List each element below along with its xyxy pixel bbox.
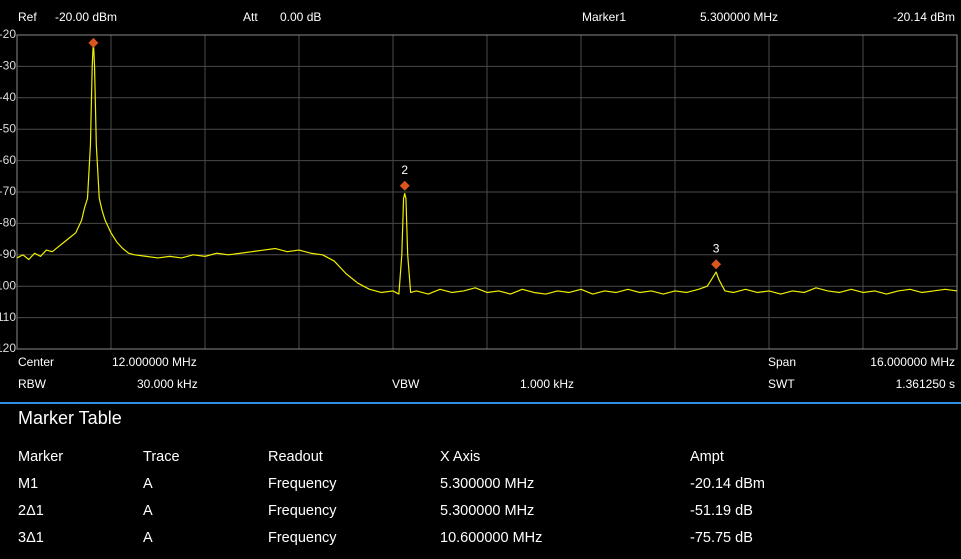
y-tick-label: -110 — [0, 310, 16, 324]
vbw-value: 1.000 kHz — [520, 377, 574, 391]
table-cell: -51.19 dB — [690, 503, 753, 519]
swt-value: 1.361250 s — [896, 377, 955, 391]
y-tick-label: -50 — [0, 121, 16, 135]
y-tick-label: -60 — [0, 153, 16, 167]
column-header: Readout — [268, 449, 323, 465]
ref-value: -20.00 dBm — [55, 10, 117, 24]
center-label: Center — [18, 355, 54, 369]
y-tick-label: -30 — [0, 59, 16, 73]
column-header: Ampt — [690, 449, 724, 465]
marker-freq: 5.300000 MHz — [700, 10, 778, 24]
y-tick-label: -70 — [0, 184, 16, 198]
y-tick-label: -120 — [0, 341, 16, 355]
att-label: Att — [243, 10, 258, 24]
y-tick-label: -40 — [0, 90, 16, 104]
marker — [399, 180, 410, 191]
marker-ampt: -20.14 dBm — [893, 10, 955, 24]
span-label: Span — [768, 355, 796, 369]
table-cell: Frequency — [268, 476, 337, 492]
span-value: 16.000000 MHz — [870, 355, 955, 369]
table-cell: A — [143, 503, 153, 519]
rbw-label: RBW — [18, 377, 47, 391]
table-cell: Frequency — [268, 503, 337, 519]
ref-label: Ref — [18, 10, 37, 24]
att-value: 0.00 dB — [280, 10, 321, 24]
table-cell: -75.75 dB — [690, 530, 753, 546]
table-cell: 10.600000 MHz — [440, 530, 542, 546]
swt-label: SWT — [768, 377, 795, 391]
table-cell: -20.14 dBm — [690, 476, 765, 492]
y-tick-label: -90 — [0, 247, 16, 261]
y-tick-label: -100 — [0, 278, 16, 292]
column-header: Trace — [143, 449, 180, 465]
center-value: 12.000000 MHz — [112, 355, 197, 369]
marker — [711, 259, 722, 270]
vbw-label: VBW — [392, 377, 420, 391]
column-header: Marker — [18, 449, 63, 465]
marker-label: 2 — [401, 163, 408, 177]
marker — [88, 37, 99, 48]
table-cell: M1 — [18, 476, 38, 492]
marker-table: Marker Trace Readout X Axis Ampt M1 A Frequency… — [18, 449, 765, 546]
column-header: X Axis — [440, 449, 480, 465]
table-cell: A — [143, 476, 153, 492]
table-cell: 5.300000 MHz — [440, 503, 534, 519]
table-cell: 5.300000 MHz — [440, 476, 534, 492]
trace — [16, 40, 958, 295]
marker-label: Marker1 — [582, 10, 626, 24]
table-title: Marker Table — [18, 408, 122, 428]
table-cell: Frequency — [268, 530, 337, 546]
plot: -20 -30 -40 -50 -60 -70 -80 -90 -100 -110 -120 2 3 — [0, 27, 958, 355]
table-cell: A — [143, 530, 153, 546]
rbw-value: 30.000 kHz — [137, 377, 198, 391]
table-cell: 2Δ1 — [18, 503, 44, 519]
y-tick-label: -80 — [0, 216, 16, 230]
plot-border — [16, 34, 958, 350]
table-cell: 3Δ1 — [18, 530, 44, 546]
marker-label: 3 — [713, 241, 720, 255]
y-tick-label: -20 — [0, 27, 16, 41]
